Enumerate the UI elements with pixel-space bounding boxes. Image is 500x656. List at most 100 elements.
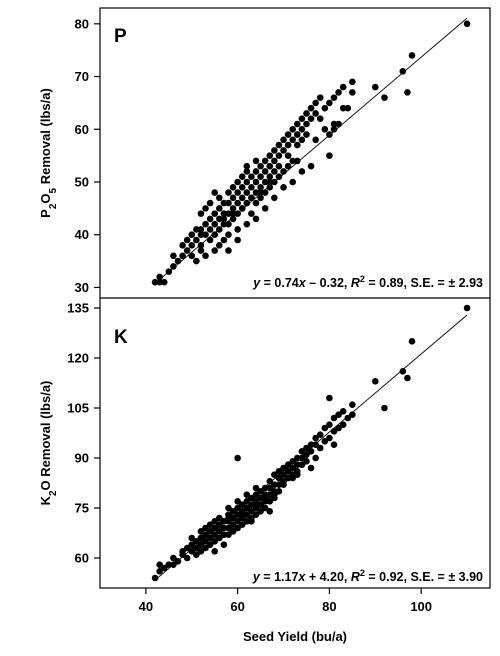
data-point: [275, 488, 283, 495]
data-point: [280, 136, 287, 144]
data-point: [298, 125, 306, 133]
data-point: [312, 136, 319, 144]
data-point: [326, 131, 333, 138]
data-point: [275, 474, 283, 482]
data-point: [215, 241, 223, 249]
data-point: [330, 414, 338, 422]
data-point: [284, 461, 292, 468]
x-axis-title: Seed Yield (bu/a): [243, 629, 347, 644]
data-point: [211, 210, 219, 217]
data-point: [349, 89, 356, 96]
data-point: [197, 548, 205, 555]
data-point: [284, 468, 292, 475]
data-point: [220, 236, 228, 244]
data-point: [266, 508, 274, 515]
data-point: [229, 215, 237, 223]
data-point: [206, 199, 214, 207]
data-point: [293, 471, 301, 478]
data-point: [339, 421, 347, 428]
data-point: [215, 215, 223, 223]
data-point: [321, 125, 329, 133]
data-point: [303, 120, 310, 128]
data-point: [307, 115, 315, 123]
data-point: [266, 183, 274, 191]
data-point: [280, 464, 287, 472]
data-point: [188, 231, 196, 239]
data-point: [381, 94, 388, 101]
data-point: [165, 561, 173, 568]
data-point: [266, 178, 274, 186]
data-point: [284, 141, 292, 149]
data-point: [193, 257, 200, 265]
data-point: [349, 401, 356, 408]
data-point: [211, 531, 219, 538]
data-point: [298, 454, 306, 462]
data-point: [220, 531, 228, 538]
data-point: [404, 374, 411, 382]
y-tick-label: 75: [75, 501, 89, 516]
data-point: [261, 157, 269, 165]
data-point: [188, 534, 196, 542]
y-tick-label: 105: [67, 401, 89, 416]
data-point: [188, 241, 196, 249]
data-point: [312, 434, 319, 442]
data-point: [280, 471, 287, 478]
data-point: [316, 115, 324, 123]
data-point: [275, 162, 283, 170]
data-point: [234, 226, 241, 233]
data-point: [252, 168, 260, 175]
data-point: [307, 162, 315, 170]
data-point: [284, 162, 292, 170]
data-point: [330, 441, 338, 448]
data-point: [312, 110, 319, 117]
data-point: [193, 226, 200, 233]
data-point: [193, 544, 200, 552]
data-point: [298, 136, 306, 144]
data-point: [257, 173, 264, 181]
data-point: [293, 454, 301, 462]
data-point: [261, 178, 269, 186]
data-point: [238, 205, 246, 212]
data-point: [326, 434, 333, 442]
data-point: [261, 205, 269, 212]
data-point: [243, 518, 251, 525]
data-point: [266, 498, 274, 505]
data-point: [229, 521, 237, 528]
data-point: [243, 189, 251, 196]
data-point: [206, 215, 214, 223]
data-point: [284, 131, 292, 138]
data-point: [280, 481, 287, 488]
data-point: [261, 189, 269, 196]
data-point: [183, 236, 191, 244]
data-point: [248, 210, 255, 217]
data-point: [225, 524, 232, 532]
data-point: [238, 511, 246, 518]
data-point: [179, 241, 186, 249]
data-point: [211, 548, 219, 555]
panel-k: 60 75 90 105 120 135 K2O Removal (lbs/a) Ky = 1…: [38, 301, 483, 585]
data-point: [330, 120, 338, 128]
data-point: [271, 194, 278, 202]
data-point: [252, 491, 260, 498]
data-point: [243, 511, 251, 518]
data-point: [234, 511, 241, 518]
data-point: [257, 488, 264, 495]
data-point: [220, 518, 228, 525]
data-point: [271, 471, 278, 478]
y-axis-title: P2O5 Removal (lbs/a): [38, 88, 59, 218]
data-point: [170, 252, 177, 260]
data-point: [156, 568, 163, 575]
y-tick-label: 120: [67, 351, 89, 366]
data-point: [408, 52, 416, 59]
data-point: [271, 481, 278, 488]
data-point: [215, 226, 223, 233]
y-axis-title: K2O Removal (lbs/a): [38, 381, 59, 506]
data-point: [243, 491, 251, 498]
x-axis: 40 60 80 100: [139, 588, 432, 614]
data-point: [298, 168, 306, 175]
data-point: [220, 541, 228, 548]
data-point: [293, 120, 301, 128]
data-point: [257, 501, 264, 508]
data-point: [197, 241, 205, 249]
